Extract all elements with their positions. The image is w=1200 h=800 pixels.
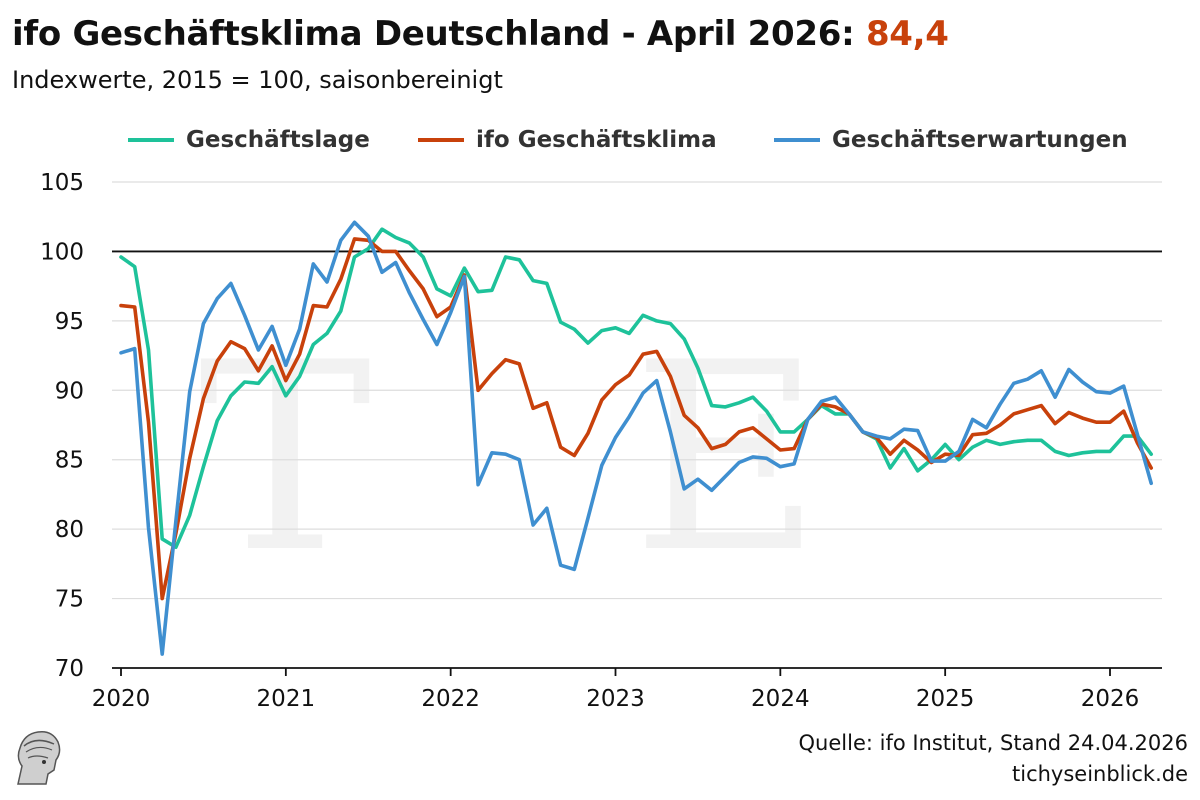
axes: 70 75 80 85 90 95 100 105 2020 2021 2022 2023 2024 20… bbox=[40, 170, 1162, 712]
tichys-einblick-logo bbox=[17, 730, 61, 785]
series-layer bbox=[119, 220, 1153, 656]
y-tick-label-70: 70 bbox=[55, 656, 84, 682]
x-tick-label-2022: 2022 bbox=[421, 686, 480, 712]
legend-item-geschaeftserwartungen: Geschäftserwartungen bbox=[774, 124, 1128, 156]
watermark-text: TE bbox=[198, 308, 1081, 610]
legend-swatch-geschaeftserwartungen bbox=[774, 138, 820, 142]
legend-label-geschaeftserwartungen: Geschäftserwartungen bbox=[832, 127, 1128, 153]
y-tick-label-105: 105 bbox=[40, 170, 84, 196]
legend-label-ifo-geschaeftsklima: ifo Geschäftsklima bbox=[476, 127, 717, 153]
chart-title-text: ifo Geschäftsklima Deutschland - April 2… bbox=[12, 14, 866, 54]
line-chart: TE 70 75 80 85 90 95 100 105 2020 2021 2022 2023 202… bbox=[40, 170, 1162, 712]
chart-legend: Geschäftslage ifo Geschäftsklima Geschäf… bbox=[0, 124, 1200, 156]
chart-subtitle: Indexwerte, 2015 = 100, saisonbereinigt bbox=[12, 66, 503, 94]
legend-item-geschaeftslage: Geschäftslage bbox=[128, 124, 370, 156]
x-tick-label-2020: 2020 bbox=[92, 686, 151, 712]
series-line-ifo-geschaeftsklima bbox=[119, 237, 1153, 601]
y-tick-label-90: 90 bbox=[55, 378, 84, 404]
site-name: tichyseinblick.de bbox=[1012, 762, 1188, 786]
x-tick-label-2023: 2023 bbox=[586, 686, 645, 712]
y-tick-label-85: 85 bbox=[55, 448, 84, 474]
source-note: Quelle: ifo Institut, Stand 24.04.2026 bbox=[798, 731, 1188, 755]
x-tick-label-2025: 2025 bbox=[916, 686, 975, 712]
legend-swatch-ifo-geschaeftsklima bbox=[418, 138, 464, 142]
y-tick-label-95: 95 bbox=[55, 309, 84, 335]
series-line-geschaeftserwartungen bbox=[119, 220, 1153, 656]
y-tick-label-75: 75 bbox=[55, 587, 84, 613]
chart-title-value: 84,4 bbox=[865, 14, 949, 54]
series-line-geschaeftslage bbox=[119, 227, 1153, 549]
legend-item-ifo-geschaeftsklima: ifo Geschäftsklima bbox=[418, 124, 717, 156]
legend-label-geschaeftslage: Geschäftslage bbox=[186, 127, 370, 153]
watermark: TE bbox=[198, 308, 1081, 610]
legend-swatch-geschaeftslage bbox=[128, 138, 174, 142]
x-tick-label-2024: 2024 bbox=[751, 686, 810, 712]
x-tick-label-2021: 2021 bbox=[257, 686, 316, 712]
y-tick-label-80: 80 bbox=[55, 517, 84, 543]
y-tick-label-100: 100 bbox=[40, 239, 84, 265]
x-tick-label-2026: 2026 bbox=[1081, 686, 1140, 712]
chart-title: ifo Geschäftsklima Deutschland - April 2… bbox=[12, 14, 949, 54]
